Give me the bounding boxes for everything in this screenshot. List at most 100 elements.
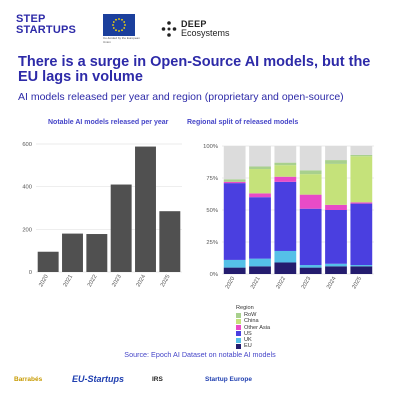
x-tick-label: 2021 bbox=[250, 276, 262, 290]
segment-uk-2020 bbox=[223, 259, 246, 268]
eu-cofunded-logo: Co-funded by the European Union bbox=[103, 14, 145, 44]
legend-item: China bbox=[236, 318, 270, 324]
legend-swatch bbox=[236, 318, 241, 324]
eu-caption: Co-funded by the European Union bbox=[103, 36, 140, 44]
segment-eu-2020 bbox=[223, 267, 246, 274]
segment-other-asia-2021 bbox=[249, 193, 271, 198]
legend-swatch bbox=[236, 325, 241, 331]
region-legend: Region RoW China Other Asia US UK EU bbox=[236, 305, 270, 349]
x-tick-label: 2025 bbox=[160, 274, 172, 288]
segment-us-2021 bbox=[249, 197, 271, 259]
segment-uk-2023 bbox=[299, 265, 322, 268]
segment-uk-2021 bbox=[249, 258, 271, 267]
x-tick-label: 2020 bbox=[38, 274, 50, 288]
deep-line1: DEEP bbox=[181, 19, 207, 29]
legend-item: UK bbox=[236, 337, 270, 343]
partner-eustartups-logo: EU-Startups bbox=[72, 374, 125, 384]
legend-label: EU bbox=[244, 343, 252, 350]
y-tick-label: 400 bbox=[22, 185, 32, 191]
y-tick-label: 100% bbox=[203, 144, 218, 150]
source-note: Source: Epoch AI Dataset on notable AI m… bbox=[124, 350, 276, 359]
segment-row-2025 bbox=[350, 154, 373, 157]
x-tick-label: 2022 bbox=[87, 274, 99, 288]
segment-other-asia-2025 bbox=[350, 202, 373, 204]
x-tick-label: 2024 bbox=[326, 275, 338, 290]
segment-uk-2025 bbox=[350, 265, 373, 267]
segment-china-2025 bbox=[350, 156, 373, 203]
x-tick-label: 2020 bbox=[225, 276, 237, 290]
segment-china-2024 bbox=[325, 163, 347, 205]
page-subtitle: AI models released per year and region (… bbox=[18, 91, 344, 103]
bar-2024 bbox=[135, 146, 156, 272]
segment-china-2023 bbox=[299, 174, 322, 195]
bar-2022 bbox=[86, 234, 108, 272]
deep-network-icon bbox=[161, 21, 177, 37]
page-title: There is a surge in Open-Source AI model… bbox=[18, 54, 371, 85]
partner-startup-europe-logo: Startup Europe bbox=[205, 376, 252, 383]
segment-row-2020 bbox=[223, 179, 246, 182]
y-tick-label: 50% bbox=[206, 208, 218, 214]
x-tick-label: 2024 bbox=[136, 273, 148, 288]
segment-unknown-2021 bbox=[249, 146, 271, 167]
segment-eu-2025 bbox=[350, 266, 373, 274]
legend-label: Other Asia bbox=[244, 324, 271, 331]
segment-us-2022 bbox=[274, 181, 297, 251]
segment-unknown-2024 bbox=[325, 146, 347, 161]
legend-item: EU bbox=[236, 343, 270, 349]
bar-2023 bbox=[110, 184, 132, 272]
x-tick-label: 2025 bbox=[351, 276, 363, 290]
x-tick-label: 2023 bbox=[111, 274, 123, 288]
segment-unknown-2020 bbox=[223, 146, 246, 180]
bar-2025 bbox=[159, 211, 181, 272]
y-tick-label: 600 bbox=[22, 142, 32, 148]
segment-eu-2023 bbox=[299, 267, 322, 274]
segment-us-2020 bbox=[223, 183, 246, 260]
bar-2020 bbox=[37, 251, 59, 272]
deep-line2: Ecosystems bbox=[181, 28, 230, 38]
segment-uk-2022 bbox=[274, 250, 297, 263]
legend-swatch bbox=[236, 343, 241, 349]
legend-swatch bbox=[236, 331, 241, 337]
legend-item: US bbox=[236, 331, 270, 337]
segment-row-2021 bbox=[249, 166, 271, 170]
segment-other-asia-2022 bbox=[274, 176, 297, 182]
legend-label: US bbox=[244, 330, 252, 337]
segment-row-2024 bbox=[325, 160, 347, 164]
y-tick-label: 75% bbox=[206, 176, 218, 182]
legend-swatch bbox=[236, 312, 241, 318]
left-panel-title: Notable AI models released per year bbox=[48, 119, 169, 126]
regional-split-chart: 0% 25% 50% 75% 100% 2020 2021 2022 2023 2024 2025 bbox=[203, 144, 374, 290]
segment-unknown-2022 bbox=[274, 146, 297, 163]
partner-irs-logo: IRS bbox=[152, 376, 163, 383]
legend-item: RoW bbox=[236, 312, 270, 318]
legend-label: UK bbox=[244, 336, 252, 343]
segment-eu-2024 bbox=[325, 266, 347, 274]
y-tick-label: 200 bbox=[22, 227, 32, 233]
x-tick-label: 2023 bbox=[301, 276, 313, 290]
bar-2021 bbox=[62, 233, 83, 272]
legend-label: RoW bbox=[244, 312, 257, 319]
segment-row-2023 bbox=[299, 170, 322, 175]
segment-other-asia-2020 bbox=[223, 181, 246, 184]
deep-ecosystems-logo: DEEP Ecosystems bbox=[160, 16, 230, 42]
brand-line2: STARTUPS bbox=[16, 24, 77, 36]
legend-swatch bbox=[236, 337, 241, 343]
y-tick-label: 25% bbox=[206, 240, 218, 246]
brand-line1: STEP bbox=[16, 13, 46, 25]
segment-unknown-2023 bbox=[299, 146, 322, 171]
models-per-year-chart: 0 200 400 600 2020 2021 2022 2023 2024 2025 bbox=[22, 142, 182, 288]
segment-eu-2021 bbox=[249, 266, 271, 274]
segment-us-2024 bbox=[325, 210, 347, 264]
segment-eu-2022 bbox=[274, 262, 297, 274]
segment-unknown-2025 bbox=[350, 146, 373, 155]
y-tick-label: 0% bbox=[210, 272, 218, 278]
segment-row-2022 bbox=[274, 162, 297, 166]
partner-barrabes-logo: Barrabés bbox=[14, 376, 43, 383]
segment-uk-2024 bbox=[325, 263, 347, 267]
segment-other-asia-2024 bbox=[325, 204, 347, 210]
eu-flag-icon bbox=[103, 14, 135, 36]
x-tick-label: 2022 bbox=[275, 276, 287, 290]
segment-other-asia-2023 bbox=[299, 194, 322, 209]
legend-title: Region bbox=[236, 305, 254, 311]
segment-us-2025 bbox=[350, 203, 373, 266]
